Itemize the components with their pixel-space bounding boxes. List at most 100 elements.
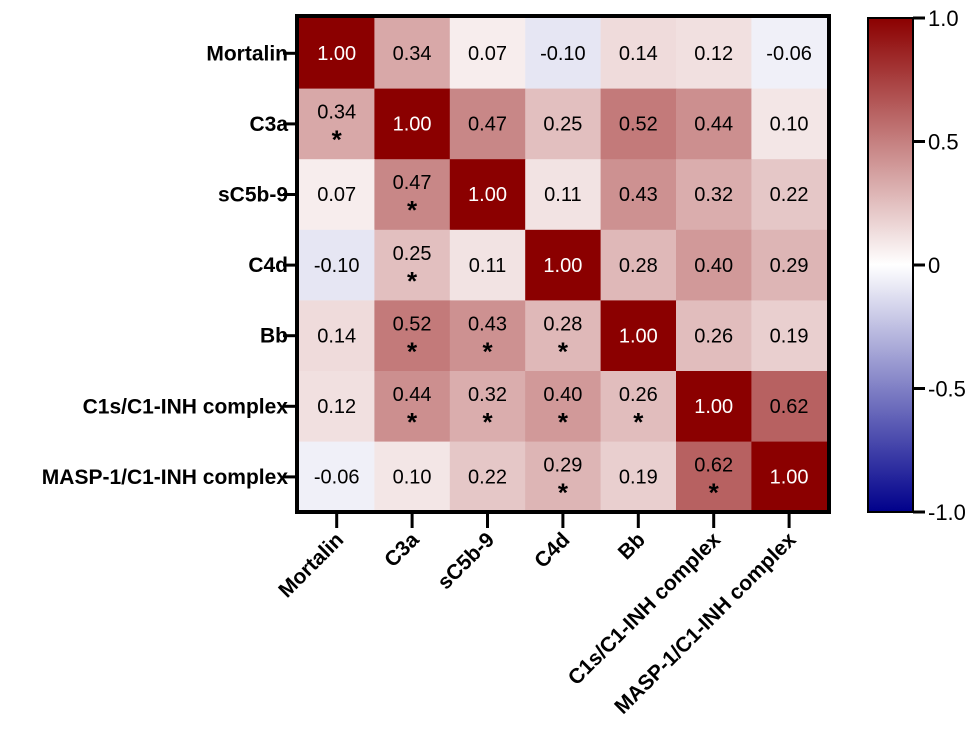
heatmap-cell: [600, 441, 677, 513]
cell-value-label: 0.14: [317, 325, 356, 347]
heatmap-cell: [600, 229, 677, 301]
cell-value-label: 0.25: [393, 243, 432, 265]
cell-value-label: 0.34: [393, 43, 432, 65]
heatmap-cell: [751, 229, 828, 301]
row-label: MASP-1/C1-INH complex: [42, 466, 289, 489]
colorbar-tick-label: 0: [928, 253, 940, 278]
cell-value-label: 0.47: [468, 114, 507, 136]
cell-value-label: 0.28: [543, 313, 582, 335]
cell-value-label: 0.40: [543, 384, 582, 406]
heatmap-cell: [374, 229, 451, 301]
cell-value-label: 0.10: [770, 114, 809, 136]
cell-value-label: -0.06: [766, 43, 812, 65]
heatmap-frame: [295, 14, 831, 514]
significance-star: *: [633, 407, 644, 437]
cell-value-label: 1.00: [317, 43, 356, 65]
colorbar-gradient: [867, 17, 914, 513]
heatmap-cell: [525, 159, 602, 231]
heatmap-cell: [374, 441, 451, 513]
column-label: Mortalin: [274, 528, 348, 602]
heatmap-cell: [600, 88, 677, 160]
row-label: C1s/C1-INH complex: [83, 395, 289, 418]
cell-value-label: 0.07: [468, 43, 507, 65]
cell-value-label: 0.32: [694, 184, 733, 206]
heatmap-cell: [525, 371, 602, 443]
heatmap-cell: [374, 300, 451, 372]
heatmap-cell: [676, 18, 752, 90]
colorbar-tick-label: 1.0: [928, 6, 959, 31]
cell-value-label: 1.00: [393, 114, 432, 136]
heatmap-cell: [525, 441, 602, 513]
cell-value-label: 0.26: [619, 384, 658, 406]
cell-value-label: 0.22: [468, 467, 507, 489]
cell-value-label: 1.00: [619, 325, 658, 347]
column-label: sC5b-9: [433, 528, 499, 594]
heatmap-cell: [299, 441, 375, 513]
cell-value-label: 0.12: [694, 43, 733, 65]
significance-star: *: [482, 407, 493, 437]
cell-value-label: 0.22: [770, 184, 809, 206]
heatmap-cell: [676, 371, 752, 443]
heatmap-cell: [449, 229, 526, 301]
heatmap-cell: [449, 18, 526, 90]
cell-value-label: -0.10: [540, 43, 586, 65]
heatmap-cell: [299, 371, 375, 443]
cell-value-label: 1.00: [694, 396, 733, 418]
heatmap-cell: [374, 371, 451, 443]
cell-value-label: 0.47: [393, 172, 432, 194]
heatmap-cell: [449, 300, 526, 372]
colorbar-tick-label: -1.0: [928, 500, 966, 525]
cell-value-label: 0.40: [694, 255, 733, 277]
heatmap-cell: [600, 18, 677, 90]
heatmap-cell: [449, 371, 526, 443]
cell-value-label: 1.00: [468, 184, 507, 206]
heatmap-cell: [449, 88, 526, 160]
cell-value-label: 0.62: [770, 396, 809, 418]
heatmap-cell: [525, 300, 602, 372]
row-label: C4d: [248, 254, 288, 277]
heatmap-cell: [299, 229, 375, 301]
row-label: Bb: [260, 325, 288, 348]
cell-value-label: 0.11: [469, 255, 506, 277]
heatmap-cell: [751, 441, 828, 513]
heatmap-cell: [751, 159, 828, 231]
heatmap-cell: [525, 88, 602, 160]
significance-star: *: [558, 478, 569, 508]
cell-value-label: 0.44: [694, 114, 733, 136]
significance-star: *: [482, 336, 493, 366]
heatmap-cell: [449, 441, 526, 513]
heatmap-cell: [676, 300, 752, 372]
cell-value-label: -0.06: [314, 467, 360, 489]
heatmap-cell: [676, 229, 752, 301]
cell-value-label: 0.19: [619, 467, 658, 489]
row-label: sC5b-9: [218, 184, 288, 207]
heatmap-cell: [299, 159, 375, 231]
cell-value-label: 0.34: [317, 102, 356, 124]
colorbar: 1.0 0.5 0 -0.5 -1.0: [867, 6, 966, 525]
cell-value-label: 0.43: [619, 184, 658, 206]
heatmap-cell: [449, 159, 526, 231]
heatmap-cell: [299, 300, 375, 372]
row-label: C3a: [249, 113, 288, 136]
heatmap-cell: [751, 88, 828, 160]
significance-star: *: [709, 478, 720, 508]
significance-star: *: [332, 125, 343, 155]
heatmap-cell: [676, 88, 752, 160]
heatmap-cell: [600, 159, 677, 231]
cell-value-label: 0.29: [543, 455, 582, 477]
heatmap-cell: [676, 159, 752, 231]
cell-value-label: 0.28: [619, 255, 658, 277]
column-label: C3a: [380, 528, 424, 572]
heatmap-cell: [676, 441, 752, 513]
cell-value-label: 0.10: [393, 467, 432, 489]
cell-value-label: 0.07: [317, 184, 356, 206]
row-labels: Mortalin C3a sC5b-9 C4d Bb C1s/C1-INH complex…: [42, 42, 297, 489]
significance-star: *: [558, 407, 569, 437]
cell-value-label: 0.12: [317, 396, 356, 418]
cell-value-label: 0.26: [694, 325, 733, 347]
significance-star: *: [407, 336, 418, 366]
cell-value-label: 0.43: [468, 313, 507, 335]
cell-value-label: 0.19: [770, 325, 809, 347]
cell-value-label: 0.29: [770, 255, 809, 277]
